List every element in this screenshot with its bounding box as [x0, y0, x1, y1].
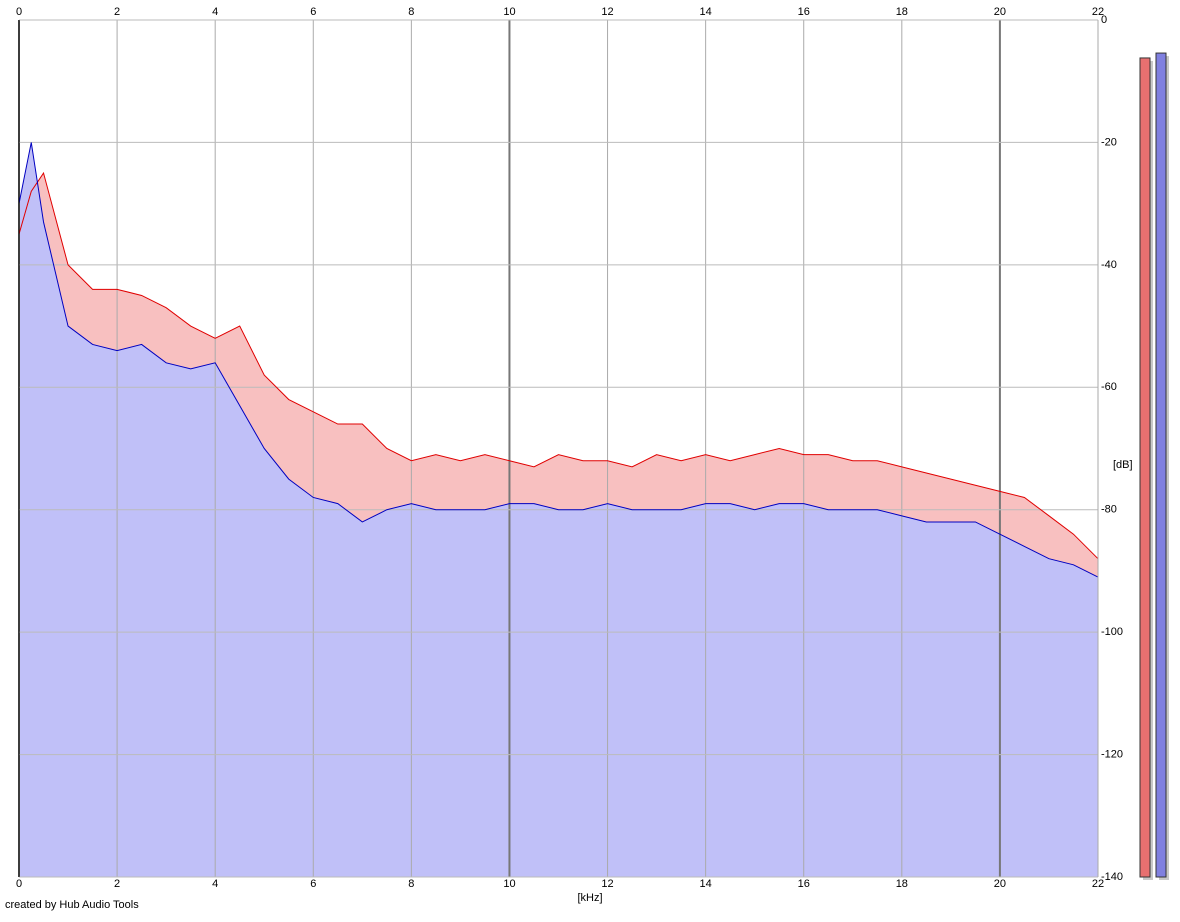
x-tick-label: 8: [408, 6, 414, 18]
x-tick-label: 16: [798, 6, 810, 18]
y-axis-label: [dB]: [1113, 459, 1133, 471]
footer: created by Hub Audio Tools: [5, 899, 139, 911]
x-tick-label: 20: [994, 878, 1006, 890]
y-tick-label: -80: [1101, 504, 1117, 516]
x-tick-label: 6: [310, 6, 316, 18]
x-tick-label: 14: [700, 6, 712, 18]
y-tick-label: -140: [1101, 871, 1123, 883]
y-tick-label: -60: [1101, 381, 1117, 393]
x-axis-label: [kHz]: [577, 892, 602, 904]
y-tick-label: 0: [1101, 14, 1107, 26]
level-meter: [1155, 52, 1167, 878]
x-tick-label: 4: [212, 878, 218, 890]
x-tick-label: 18: [896, 6, 908, 18]
x-tick-label: 0: [16, 6, 22, 18]
y-tick-label: -20: [1101, 136, 1117, 148]
x-tick-label: 16: [798, 878, 810, 890]
y-tick-label: -120: [1101, 748, 1123, 760]
x-tick-label: 10: [503, 6, 515, 18]
x-tick-label: 12: [601, 6, 613, 18]
x-tick-label: 4: [212, 6, 218, 18]
x-tick-label: 8: [408, 878, 414, 890]
x-tick-label: 22: [1092, 6, 1104, 18]
spectrum-line: [18, 171, 1099, 560]
x-tick-label: 6: [310, 878, 316, 890]
x-tick-label: 10: [503, 878, 515, 890]
x-tick-label: 18: [896, 878, 908, 890]
x-tick-label: 20: [994, 6, 1006, 18]
x-tick-label: 22: [1092, 878, 1104, 890]
level-meter: [1139, 57, 1151, 878]
x-tick-label: 14: [700, 878, 712, 890]
x-tick-label: 12: [601, 878, 613, 890]
y-tick-label: -100: [1101, 626, 1123, 638]
spectrum-line: [18, 142, 1099, 578]
x-tick-label: 0: [16, 878, 22, 890]
x-tick-label: 2: [114, 878, 120, 890]
y-tick-label: -40: [1101, 259, 1117, 271]
x-tick-label: 2: [114, 6, 120, 18]
